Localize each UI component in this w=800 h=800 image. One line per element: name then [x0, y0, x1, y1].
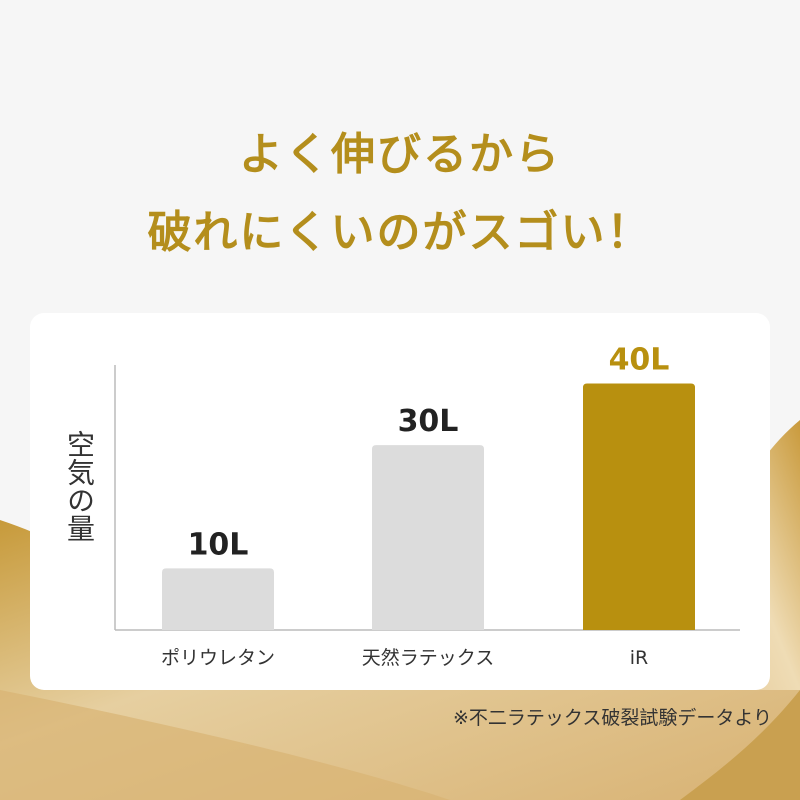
bar-1	[372, 445, 484, 630]
bar-2	[583, 383, 695, 630]
data-label-0: 10L	[188, 527, 249, 562]
category-label-1: 天然ラテックス	[362, 647, 494, 669]
y-axis-label: 空気の量	[63, 430, 96, 542]
headline-line-2: 破れにくいのがスゴい！	[147, 207, 653, 258]
category-label-2: iR	[630, 647, 648, 669]
bar-0	[162, 568, 274, 630]
category-label-0: ポリウレタン	[161, 647, 275, 669]
footnote: ※不二ラテックス破裂試験データより	[453, 707, 772, 729]
data-label-1: 30L	[398, 404, 459, 439]
data-label-2: 40L	[609, 342, 670, 377]
headline-line-1: よく伸びるから	[239, 129, 561, 180]
